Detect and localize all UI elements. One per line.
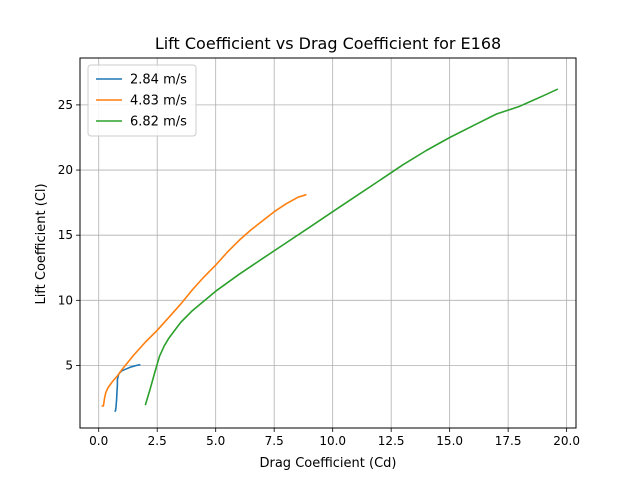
- legend: 2.84 m/s 4.83 m/s 6.82 m/s: [87, 64, 197, 137]
- series-line-2: [101, 194, 307, 407]
- y-tick-label: 25: [58, 98, 73, 112]
- x-tick-label: 0.0: [89, 434, 108, 448]
- plot-frame: [79, 57, 577, 429]
- legend-label-1: 2.84 m/s: [130, 73, 187, 88]
- x-tick-label: 15.0: [436, 434, 463, 448]
- x-tick-label: 20.0: [553, 434, 580, 448]
- y-tick-label: 10: [58, 293, 73, 307]
- x-tick-label: 17.5: [495, 434, 522, 448]
- x-tick-label: 2.5: [148, 434, 167, 448]
- x-axis-label: Drag Coefficient (Cd): [259, 456, 396, 471]
- y-tick-label: 5: [65, 358, 73, 372]
- x-tick-label: 5.0: [206, 434, 225, 448]
- series-layer: [101, 88, 559, 412]
- x-tick-label: 12.5: [378, 434, 405, 448]
- ticks-layer: 0.0 2.5 5.0 7.5 10.0 12.5 15.0 17.5 20.0 5 10 15 20 2…: [58, 98, 580, 448]
- y-tick-label: 20: [58, 163, 73, 177]
- series-line-1: [114, 363, 141, 412]
- y-axis-label: Lift Coefficient (Cl): [34, 183, 49, 304]
- legend-box: [87, 64, 197, 137]
- x-tick-label: 7.5: [265, 434, 284, 448]
- legend-label-2: 4.83 m/s: [130, 94, 187, 109]
- legend-label-3: 6.82 m/s: [130, 115, 187, 130]
- series-line-3: [144, 88, 559, 406]
- x-tick-label: 10.0: [319, 434, 346, 448]
- chart-title: Lift Coefficient vs Drag Coefficient for…: [155, 34, 501, 53]
- y-tick-label: 15: [58, 228, 73, 242]
- grid: [80, 58, 576, 428]
